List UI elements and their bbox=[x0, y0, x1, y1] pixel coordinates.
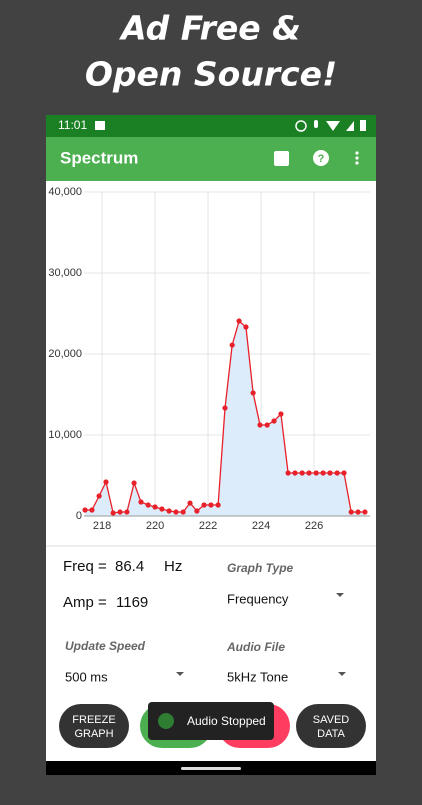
y-tick-label: 30,000 bbox=[48, 267, 82, 279]
freq-value: 86.4 bbox=[115, 558, 144, 575]
x-tick-label: 220 bbox=[146, 520, 164, 532]
freq-label: Freq = bbox=[63, 558, 107, 575]
point bbox=[187, 500, 193, 506]
saved-label: DATA bbox=[317, 728, 345, 740]
signal-icon bbox=[346, 121, 354, 131]
update-speed-label: Update Speed bbox=[65, 639, 146, 653]
save-button[interactable] bbox=[274, 151, 289, 166]
y-tick-label: 10,000 bbox=[48, 429, 82, 441]
home-indicator bbox=[181, 767, 241, 770]
phone-screen bbox=[46, 115, 376, 775]
graph-type-value[interactable]: Frequency bbox=[227, 591, 289, 606]
status-time: 11:01 bbox=[58, 118, 87, 132]
status-icon bbox=[95, 121, 105, 130]
point bbox=[138, 499, 144, 505]
point bbox=[103, 479, 109, 485]
menu-button[interactable] bbox=[355, 151, 359, 165]
point bbox=[166, 508, 172, 514]
x-tick-label: 224 bbox=[252, 520, 270, 532]
wifi-icon bbox=[326, 121, 340, 131]
point bbox=[96, 493, 102, 499]
point bbox=[82, 507, 88, 513]
point bbox=[194, 508, 200, 514]
point bbox=[327, 470, 333, 476]
toast bbox=[148, 702, 274, 740]
point bbox=[173, 509, 179, 515]
point bbox=[320, 470, 326, 476]
point bbox=[285, 470, 291, 476]
toast-text: Audio Stopped bbox=[187, 714, 266, 728]
point bbox=[236, 318, 242, 324]
point bbox=[334, 470, 340, 476]
dropdown-arrow bbox=[176, 672, 184, 676]
freeze-button[interactable] bbox=[59, 704, 129, 748]
freq-unit: Hz bbox=[164, 558, 182, 575]
point bbox=[215, 502, 221, 508]
point bbox=[348, 509, 354, 515]
amp-value: 1169 bbox=[116, 594, 148, 611]
point bbox=[257, 422, 263, 428]
saved-button[interactable] bbox=[296, 704, 366, 748]
point bbox=[180, 509, 186, 515]
dropdown-arrow bbox=[338, 672, 346, 676]
point bbox=[229, 342, 235, 348]
amp-label: Amp = bbox=[63, 594, 107, 611]
point bbox=[264, 422, 270, 428]
mic-icon bbox=[314, 120, 318, 128]
chart: 0 10,000 20,000 30,000 40,000 218 220 222 224 226 bbox=[48, 186, 370, 532]
help-button[interactable] bbox=[313, 150, 329, 166]
battery-icon bbox=[360, 120, 366, 131]
point bbox=[355, 509, 361, 515]
point bbox=[131, 480, 137, 486]
point bbox=[243, 324, 249, 330]
app-title: Spectrum bbox=[60, 148, 138, 167]
dropdown-arrow bbox=[336, 593, 344, 597]
graph-type-label: Graph Type bbox=[227, 561, 294, 575]
headline: Open Source! bbox=[85, 55, 337, 94]
point bbox=[271, 418, 277, 424]
point bbox=[313, 470, 319, 476]
point bbox=[341, 470, 347, 476]
alarm-icon bbox=[295, 120, 307, 132]
y-tick-label: 40,000 bbox=[48, 186, 82, 198]
point bbox=[152, 504, 158, 510]
status-bar bbox=[46, 115, 376, 137]
point bbox=[299, 470, 305, 476]
point bbox=[250, 390, 256, 396]
audio-file-label: Audio File bbox=[226, 640, 285, 654]
point bbox=[362, 509, 368, 515]
point bbox=[117, 509, 123, 515]
point bbox=[145, 502, 151, 508]
point bbox=[292, 470, 298, 476]
point bbox=[110, 510, 116, 516]
point bbox=[306, 470, 312, 476]
x-tick-label: 218 bbox=[93, 520, 111, 532]
y-tick-label: 20,000 bbox=[48, 348, 82, 360]
freeze-label: GRAPH bbox=[74, 728, 113, 740]
point bbox=[222, 405, 228, 411]
help-icon: ? bbox=[318, 153, 325, 165]
point bbox=[159, 506, 165, 512]
point bbox=[208, 502, 214, 508]
area bbox=[85, 321, 365, 516]
freeze-label: FREEZE bbox=[72, 714, 115, 726]
headline: Ad Free & bbox=[118, 9, 301, 48]
point bbox=[124, 509, 130, 515]
point bbox=[89, 507, 95, 513]
point bbox=[278, 411, 284, 417]
y-tick-label: 0 bbox=[76, 510, 82, 522]
x-tick-label: 226 bbox=[305, 520, 323, 532]
saved-label: SAVED bbox=[313, 714, 350, 726]
x-tick-label: 222 bbox=[199, 520, 217, 532]
update-speed-value[interactable]: 500 ms bbox=[65, 669, 108, 684]
point bbox=[201, 502, 207, 508]
toast-icon bbox=[158, 713, 174, 729]
audio-file-value[interactable]: 5kHz Tone bbox=[227, 669, 288, 684]
